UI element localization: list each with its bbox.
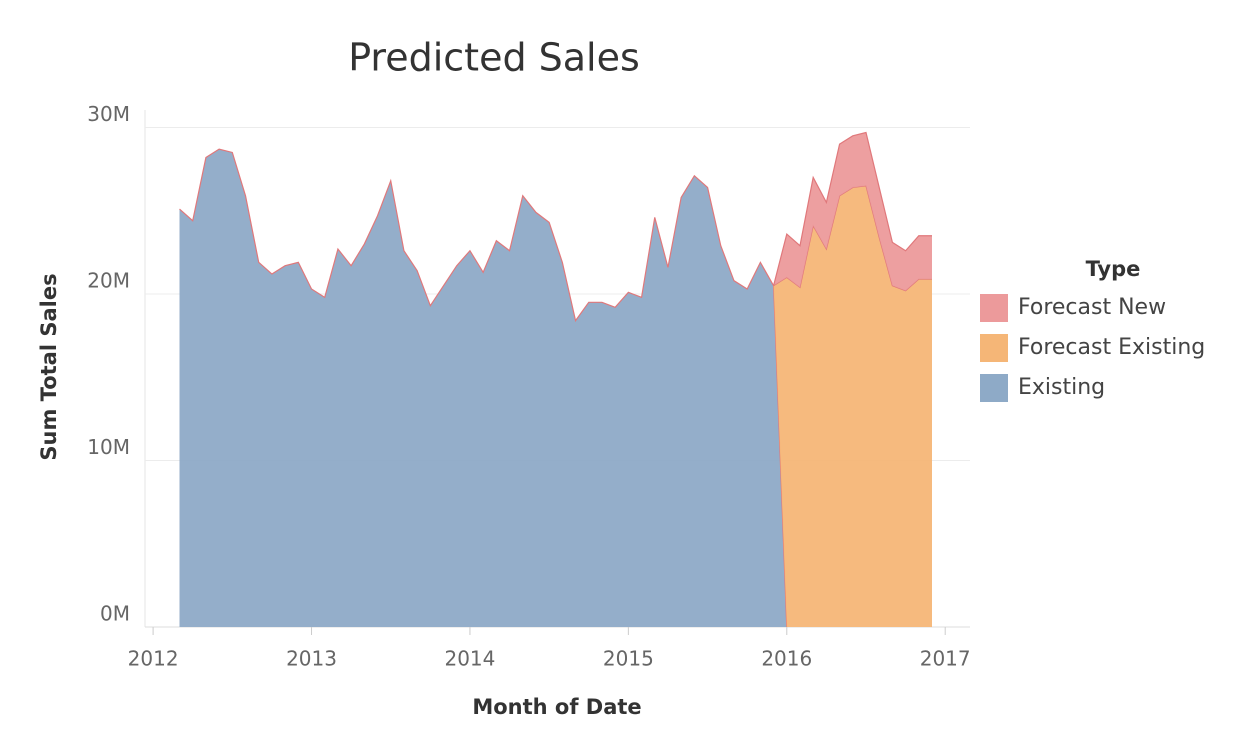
legend-title: Type — [1086, 257, 1141, 281]
area-outline — [772, 131, 932, 286]
x-tick-label: 2017 — [920, 647, 971, 671]
legend-swatch — [980, 374, 1008, 402]
area-outline — [179, 148, 788, 628]
area — [773, 185, 932, 627]
y-tick-label: 0M — [100, 602, 130, 626]
legend-swatch — [980, 334, 1008, 362]
legend-label: Forecast Existing — [1018, 335, 1205, 360]
y-tick-label: 10M — [87, 435, 130, 459]
legend-label: Existing — [1018, 375, 1105, 400]
x-tick-label: 2015 — [603, 647, 654, 671]
x-axis-title: Month of Date — [472, 695, 641, 719]
y-tick-label: 20M — [87, 269, 130, 293]
area — [179, 149, 787, 627]
x-tick-label: 2013 — [286, 647, 337, 671]
chart-title: Predicted Sales — [348, 36, 640, 80]
legend-swatch — [980, 294, 1008, 322]
area — [773, 132, 932, 291]
x-tick-label: 2016 — [761, 647, 812, 671]
x-tick-label: 2014 — [444, 647, 495, 671]
y-axis-title: Sum Total Sales — [37, 273, 61, 460]
y-tick-label: 30M — [87, 102, 130, 126]
x-tick-label: 2012 — [128, 647, 179, 671]
legend-label: Forecast New — [1018, 295, 1166, 320]
